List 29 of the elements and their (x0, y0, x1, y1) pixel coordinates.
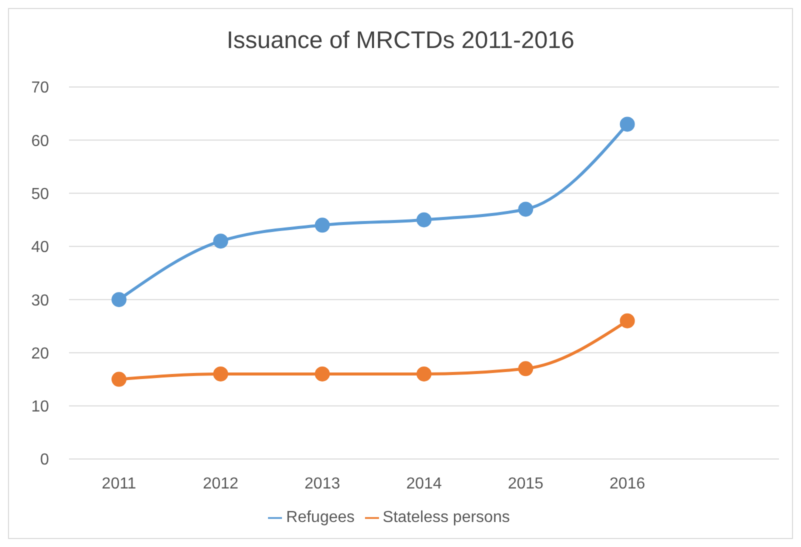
chart-title: Issuance of MRCTDs 2011-2016 (226, 26, 576, 56)
legend-label: Refugees (286, 509, 355, 526)
x-tick-label: 2015 (508, 475, 544, 492)
y-tick-label: 10 (31, 398, 50, 416)
point (112, 292, 126, 308)
point (620, 116, 635, 132)
y-tick-label: 50 (31, 186, 50, 203)
point (518, 202, 534, 217)
legend-label: Stateless persons (382, 509, 510, 526)
point (416, 212, 432, 228)
y-tick-label: 40 (31, 239, 50, 256)
point (112, 372, 126, 387)
point (620, 313, 635, 328)
y-tick-label: 60 (31, 132, 50, 150)
x-tick-label: 2014 (406, 475, 442, 492)
point (314, 366, 330, 382)
point (213, 234, 228, 249)
point (314, 218, 330, 233)
point (416, 366, 432, 382)
x-tick-label: 2011 (102, 475, 136, 492)
y-tick-label: 0 (40, 452, 50, 469)
x-tick-label: 2012 (202, 475, 239, 492)
y-tick-label: 20 (31, 345, 50, 362)
point (213, 366, 228, 382)
x-tick-label: 2013 (304, 475, 340, 492)
y-tick-label: 70 (31, 80, 50, 97)
x-tick-label: 2016 (610, 475, 646, 492)
y-tick-label: 30 (31, 292, 50, 310)
point (518, 361, 534, 376)
